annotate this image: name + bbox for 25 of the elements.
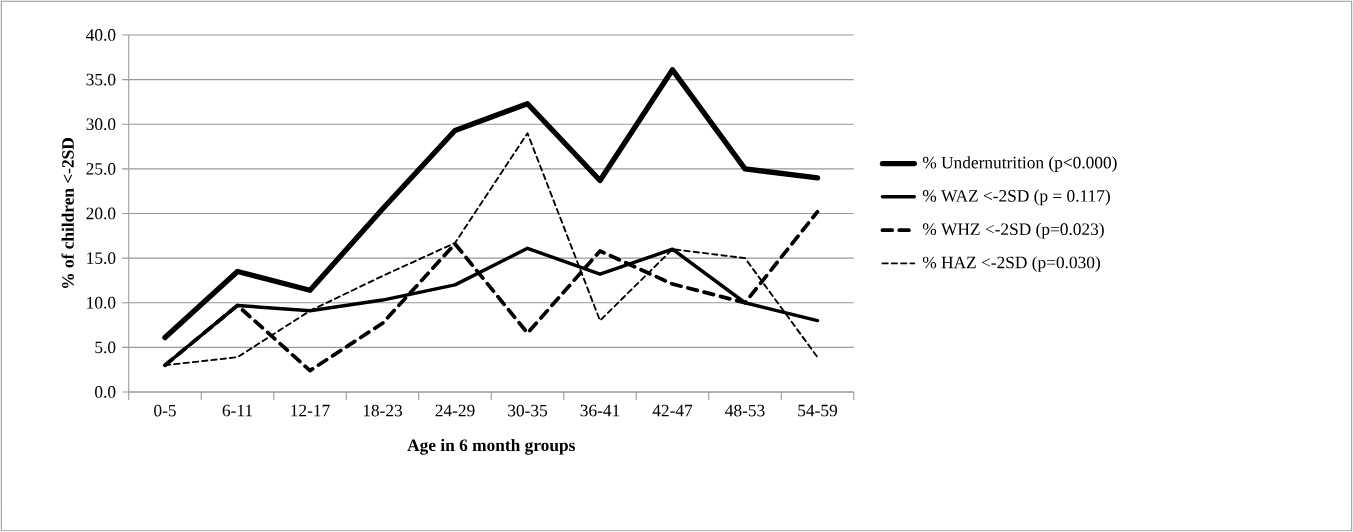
x-tick-label: 24-29 <box>435 404 475 417</box>
x-tick-label: 30-35 <box>508 404 548 417</box>
y-tick-label: 40.0 <box>86 29 116 41</box>
y-tick-label: 0.0 <box>95 386 116 398</box>
y-tick-label: 35.0 <box>86 73 116 86</box>
x-tick-label: 42-47 <box>652 404 693 417</box>
x-tick-label: 12-17 <box>291 404 330 417</box>
y-axis-title: % of children <-2SD <box>61 138 74 288</box>
x-tick-label: 18-23 <box>363 404 403 417</box>
x-tick-label: 6-11 <box>222 404 253 417</box>
y-tick-label: 20.0 <box>86 207 116 220</box>
y-tick-label: 25.0 <box>86 162 116 175</box>
y-tick-label: 5.0 <box>95 341 116 354</box>
x-tick-label: 0-5 <box>154 404 176 417</box>
legend-label: % HAZ <-2SD (p=0.030) <box>922 256 1100 272</box>
x-tick-label: 54-59 <box>798 404 837 417</box>
x-axis-title: Age in 6 month groups <box>407 438 575 455</box>
legend-label: % WAZ <-2SD (p = 0.117) <box>922 189 1110 206</box>
y-tick-label: 10.0 <box>87 296 116 309</box>
legend-label: % WHZ <-2SD (p=0.023) <box>922 222 1104 239</box>
legend-label: % Undernutrition (p<0.000) <box>922 156 1117 172</box>
y-tick-label: 30.0 <box>86 118 116 131</box>
x-tick-label: 36-41 <box>580 404 620 417</box>
y-tick-label: 15.0 <box>87 252 116 265</box>
x-tick-label: 48-53 <box>725 404 765 417</box>
